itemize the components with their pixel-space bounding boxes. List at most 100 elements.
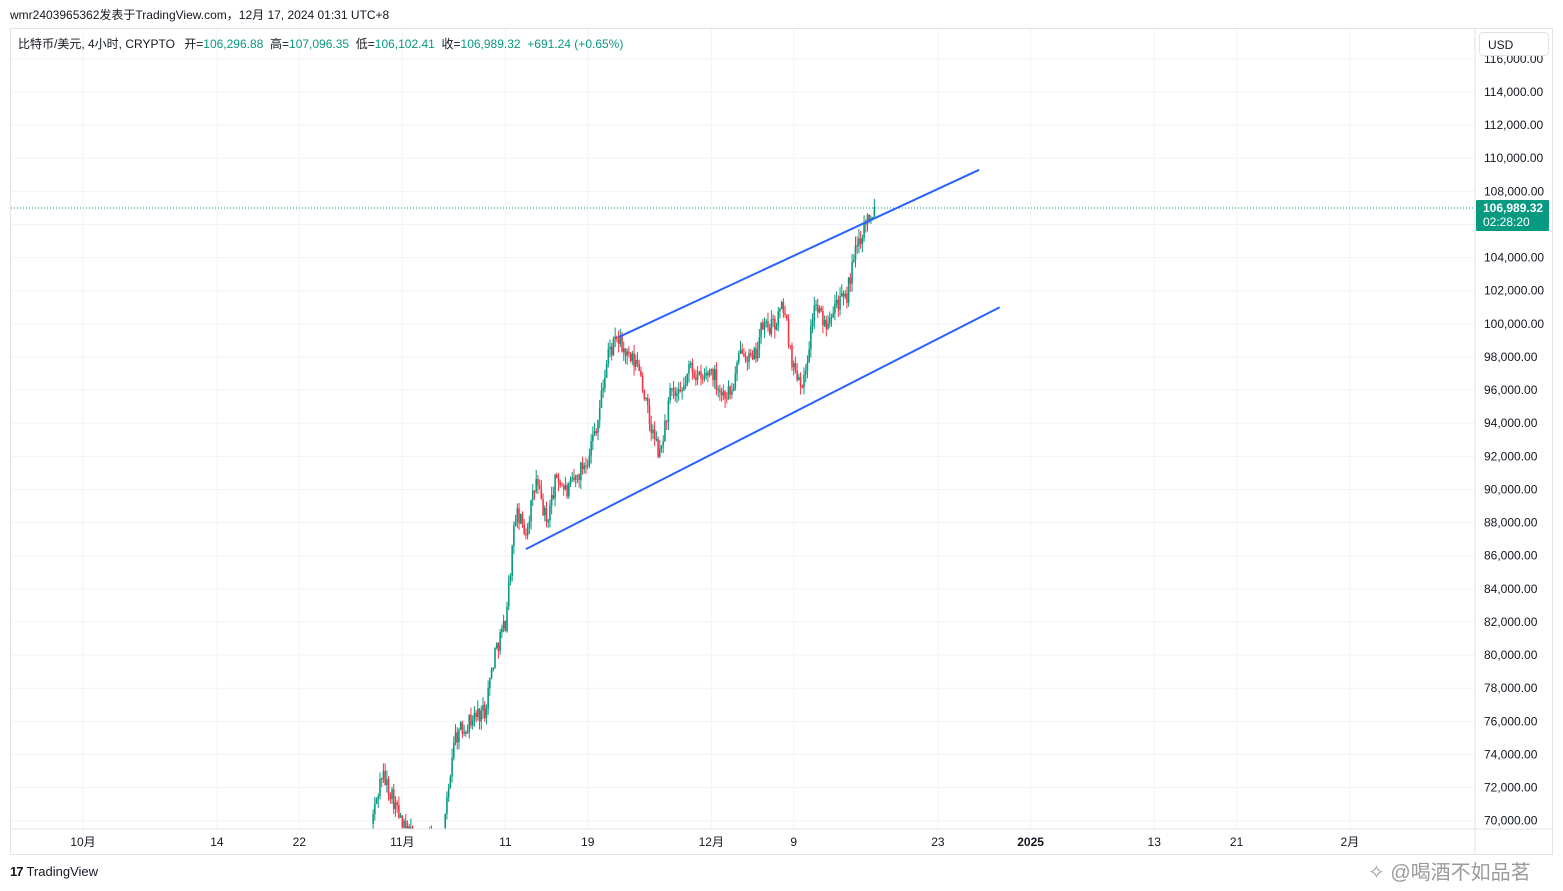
candle-body bbox=[634, 359, 637, 367]
candle-body bbox=[600, 390, 603, 408]
candle-body bbox=[798, 376, 800, 381]
y-tick-label: 98,000.00 bbox=[1484, 350, 1538, 364]
candle-body bbox=[593, 431, 596, 435]
candle-body bbox=[804, 370, 807, 375]
candle-body bbox=[846, 293, 848, 303]
candle-body bbox=[489, 677, 491, 689]
candle-body bbox=[808, 349, 810, 363]
candle-body bbox=[791, 345, 793, 368]
low-value: 106,102.41 bbox=[374, 37, 435, 51]
candle-body bbox=[554, 474, 556, 499]
candle-body bbox=[372, 814, 374, 825]
candle-body bbox=[533, 490, 536, 492]
candle-body bbox=[523, 524, 525, 534]
candle-body bbox=[571, 477, 574, 479]
candle-body bbox=[729, 386, 731, 395]
candle-body bbox=[470, 714, 472, 726]
candle-body bbox=[382, 771, 385, 779]
candle-body bbox=[803, 374, 805, 388]
candle-body bbox=[652, 429, 654, 434]
candle-body bbox=[576, 474, 579, 476]
y-tick-label: 96,000.00 bbox=[1484, 383, 1538, 397]
candle-body bbox=[465, 731, 467, 734]
candle-body bbox=[655, 438, 658, 440]
candle-body bbox=[710, 369, 713, 372]
candle-body bbox=[799, 376, 802, 386]
candle-body bbox=[574, 475, 577, 481]
tradingview-brand[interactable]: 17 TradingView bbox=[10, 864, 98, 879]
y-tick-label: 88,000.00 bbox=[1484, 516, 1538, 530]
candle-body bbox=[403, 820, 405, 828]
candle-body bbox=[597, 420, 599, 433]
candle-body bbox=[525, 533, 527, 536]
candle-body bbox=[686, 373, 689, 385]
candle-body bbox=[490, 669, 493, 678]
candle-body bbox=[705, 372, 707, 376]
price-axis: 70,000.00 72,000.00 74,000.00 76,000.00 78,0… bbox=[1474, 29, 1544, 855]
candle-body bbox=[396, 802, 398, 805]
candle-body bbox=[794, 363, 797, 371]
candle-body bbox=[828, 317, 831, 324]
candle-body bbox=[509, 575, 512, 582]
currency-button[interactable]: USD bbox=[1479, 32, 1549, 56]
symbol-label[interactable]: 比特币/美元, 4小时, CRYPTO bbox=[18, 37, 175, 51]
candle-body bbox=[459, 722, 462, 730]
candle-body bbox=[811, 320, 814, 327]
candle-body bbox=[748, 353, 750, 362]
candle-body bbox=[535, 478, 537, 492]
watermark: ✧ @喝酒不如品茗 bbox=[1368, 862, 1531, 884]
y-tick-label: 108,000.00 bbox=[1484, 184, 1544, 198]
candle-body bbox=[701, 378, 704, 380]
x-tick-label: 22 bbox=[293, 835, 307, 849]
candle-body bbox=[436, 836, 438, 837]
candle-body bbox=[648, 405, 651, 425]
time-axis: 10月 14 22 11月 11 19 12月 9 23 2025 13 21 2月 bbox=[11, 828, 1553, 849]
candle-body bbox=[598, 407, 601, 421]
candle-body bbox=[401, 815, 404, 828]
chart-frame bbox=[10, 28, 1553, 855]
candle-body bbox=[514, 521, 517, 526]
x-tick-label: 2月 bbox=[1341, 835, 1360, 849]
x-tick-label: 12月 bbox=[699, 835, 724, 849]
candle-body bbox=[622, 348, 625, 352]
candle-body bbox=[506, 606, 508, 632]
candle-body bbox=[696, 374, 699, 381]
candle-body bbox=[713, 369, 716, 381]
candle-body bbox=[454, 732, 457, 743]
candle-body bbox=[581, 462, 584, 470]
candle-body bbox=[751, 354, 754, 360]
candle-body bbox=[839, 296, 841, 310]
candle-body bbox=[399, 815, 402, 818]
candle-body bbox=[569, 478, 572, 484]
candle-body bbox=[732, 388, 735, 392]
candle-body bbox=[466, 732, 469, 734]
y-tick-label: 70,000.00 bbox=[1484, 814, 1538, 828]
price-tag-countdown: 02:28:20 bbox=[1483, 215, 1530, 229]
candle-body bbox=[449, 776, 452, 788]
candle-body bbox=[722, 391, 725, 396]
candle-body bbox=[588, 455, 591, 465]
candle-body bbox=[859, 238, 862, 245]
y-tick-label: 114,000.00 bbox=[1484, 85, 1543, 99]
candle-body bbox=[557, 478, 560, 483]
candle-body bbox=[580, 462, 582, 481]
candle-body bbox=[695, 377, 697, 381]
candle-body bbox=[858, 238, 860, 247]
candle-body bbox=[780, 302, 783, 309]
candle-body bbox=[806, 362, 809, 371]
candle-body bbox=[749, 353, 752, 355]
candle-body bbox=[422, 839, 424, 851]
candle-body bbox=[504, 620, 507, 632]
candle-body bbox=[526, 527, 529, 536]
candle-body bbox=[659, 448, 661, 457]
candle-body bbox=[561, 484, 563, 487]
candle-body bbox=[664, 420, 666, 442]
ohlc-legend: 比特币/美元, 4小时, CRYPTO 开=106,296.88 高=107,0… bbox=[18, 35, 623, 52]
candle-body bbox=[375, 798, 378, 804]
candle-body bbox=[643, 390, 646, 400]
candle-body bbox=[410, 827, 412, 829]
candle-body bbox=[660, 445, 663, 449]
candle-body bbox=[427, 846, 429, 847]
candle-body bbox=[595, 431, 598, 433]
